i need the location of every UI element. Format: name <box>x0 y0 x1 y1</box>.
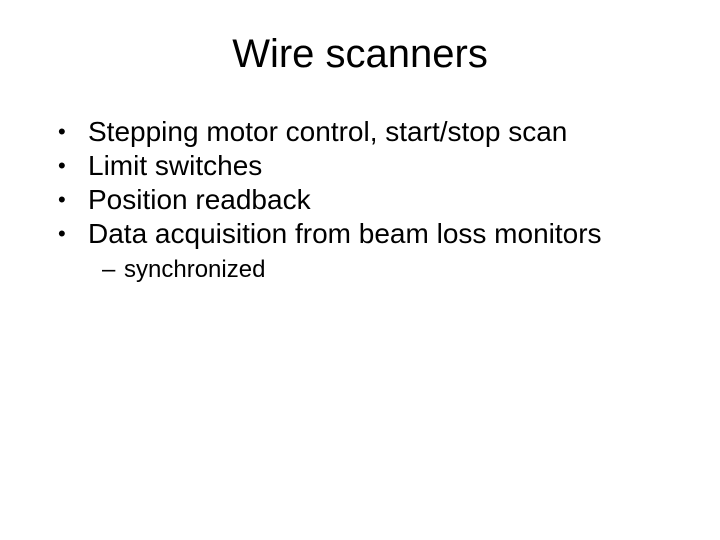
bullet-text: Limit switches <box>88 149 680 183</box>
slide-container: Wire scanners • Stepping motor control, … <box>0 0 720 540</box>
bullet-marker: • <box>58 115 88 149</box>
bullet-marker: • <box>58 183 88 217</box>
bullet-text: Data acquisition from beam loss monitors <box>88 217 680 251</box>
sub-bullet-text: synchronized <box>124 254 265 285</box>
bullet-text: Position readback <box>88 183 680 217</box>
bullet-text: Stepping motor control, start/stop scan <box>88 115 680 149</box>
bullet-marker: • <box>58 217 88 251</box>
slide-title: Wire scanners <box>40 32 680 77</box>
bullet-item: • Stepping motor control, start/stop sca… <box>58 115 680 149</box>
bullet-item: • Limit switches <box>58 149 680 183</box>
sub-bullet-item: – synchronized <box>102 254 680 285</box>
bullet-item: • Data acquisition from beam loss monito… <box>58 217 680 251</box>
bullet-item: • Position readback <box>58 183 680 217</box>
sub-bullet-marker: – <box>102 254 124 285</box>
sub-bullet-list: – synchronized <box>40 254 680 285</box>
bullet-marker: • <box>58 149 88 183</box>
bullet-list: • Stepping motor control, start/stop sca… <box>40 115 680 252</box>
